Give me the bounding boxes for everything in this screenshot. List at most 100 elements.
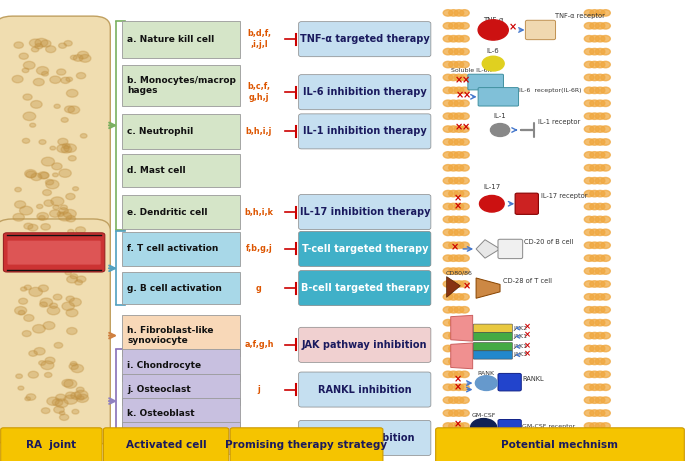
Text: ×: × bbox=[453, 193, 462, 203]
Circle shape bbox=[25, 397, 30, 401]
Circle shape bbox=[584, 152, 594, 158]
Text: TNF-α receptor: TNF-α receptor bbox=[555, 13, 605, 19]
Circle shape bbox=[443, 436, 453, 442]
Circle shape bbox=[601, 294, 610, 300]
Circle shape bbox=[460, 139, 469, 145]
Circle shape bbox=[595, 61, 605, 68]
Circle shape bbox=[449, 307, 458, 313]
Circle shape bbox=[64, 106, 75, 112]
Circle shape bbox=[590, 165, 599, 171]
Circle shape bbox=[595, 332, 605, 339]
Circle shape bbox=[454, 23, 464, 29]
Circle shape bbox=[443, 371, 453, 378]
Circle shape bbox=[62, 302, 75, 310]
Circle shape bbox=[22, 331, 31, 337]
Text: ×: × bbox=[524, 341, 531, 350]
Circle shape bbox=[449, 177, 458, 184]
Circle shape bbox=[454, 268, 464, 274]
Circle shape bbox=[595, 307, 605, 313]
Circle shape bbox=[62, 379, 73, 387]
Circle shape bbox=[460, 177, 469, 184]
Circle shape bbox=[595, 229, 605, 236]
Circle shape bbox=[595, 190, 605, 197]
Text: IL-1 inhibition therapy: IL-1 inhibition therapy bbox=[303, 126, 427, 136]
Circle shape bbox=[584, 100, 594, 106]
Circle shape bbox=[584, 332, 594, 339]
FancyBboxPatch shape bbox=[473, 351, 512, 359]
Text: i. Chondrocyte: i. Chondrocyte bbox=[127, 361, 201, 370]
Circle shape bbox=[460, 165, 469, 171]
Circle shape bbox=[449, 10, 458, 16]
Text: IL-17: IL-17 bbox=[483, 184, 501, 190]
Circle shape bbox=[460, 255, 469, 261]
Circle shape bbox=[31, 265, 36, 269]
Circle shape bbox=[25, 170, 36, 177]
Circle shape bbox=[590, 229, 599, 236]
Circle shape bbox=[443, 100, 453, 106]
Circle shape bbox=[584, 345, 594, 352]
Circle shape bbox=[454, 216, 464, 223]
Circle shape bbox=[24, 285, 32, 290]
Circle shape bbox=[454, 255, 464, 261]
FancyBboxPatch shape bbox=[299, 75, 431, 110]
Circle shape bbox=[443, 216, 453, 223]
FancyBboxPatch shape bbox=[473, 324, 512, 332]
FancyBboxPatch shape bbox=[122, 349, 240, 381]
Circle shape bbox=[460, 190, 469, 197]
Circle shape bbox=[590, 139, 599, 145]
Circle shape bbox=[443, 87, 453, 94]
Circle shape bbox=[53, 406, 64, 413]
Circle shape bbox=[584, 281, 594, 287]
Polygon shape bbox=[476, 278, 500, 298]
Circle shape bbox=[68, 253, 82, 262]
FancyBboxPatch shape bbox=[299, 372, 431, 407]
Circle shape bbox=[47, 306, 60, 315]
Circle shape bbox=[590, 190, 599, 197]
Circle shape bbox=[454, 10, 464, 16]
Circle shape bbox=[443, 48, 453, 55]
Circle shape bbox=[41, 224, 51, 230]
Circle shape bbox=[443, 35, 453, 42]
Circle shape bbox=[449, 255, 458, 261]
Circle shape bbox=[460, 436, 469, 442]
Circle shape bbox=[443, 203, 453, 210]
Circle shape bbox=[69, 363, 78, 370]
Text: ×: × bbox=[453, 427, 462, 437]
Circle shape bbox=[449, 384, 458, 390]
Text: ×: × bbox=[456, 90, 464, 100]
Circle shape bbox=[75, 280, 82, 285]
Circle shape bbox=[26, 394, 36, 400]
Circle shape bbox=[595, 294, 605, 300]
Circle shape bbox=[443, 23, 453, 29]
Circle shape bbox=[39, 140, 46, 144]
Circle shape bbox=[601, 242, 610, 248]
Circle shape bbox=[62, 267, 68, 271]
Circle shape bbox=[460, 87, 469, 94]
Text: ×: × bbox=[455, 76, 463, 86]
Circle shape bbox=[590, 410, 599, 416]
Circle shape bbox=[595, 436, 605, 442]
Circle shape bbox=[66, 216, 75, 222]
FancyBboxPatch shape bbox=[122, 272, 240, 304]
Circle shape bbox=[443, 410, 453, 416]
Circle shape bbox=[68, 247, 75, 252]
Circle shape bbox=[460, 152, 469, 158]
Circle shape bbox=[35, 44, 42, 49]
Circle shape bbox=[584, 397, 594, 403]
Circle shape bbox=[460, 74, 469, 81]
Circle shape bbox=[478, 20, 508, 40]
Text: k. Osteoblast: k. Osteoblast bbox=[127, 409, 195, 419]
Circle shape bbox=[454, 294, 464, 300]
Text: b,h,i,j: b,h,i,j bbox=[246, 127, 272, 136]
Text: ×: × bbox=[463, 281, 471, 291]
Circle shape bbox=[460, 423, 469, 429]
Circle shape bbox=[601, 87, 610, 94]
FancyBboxPatch shape bbox=[299, 22, 431, 57]
Circle shape bbox=[443, 242, 453, 248]
Circle shape bbox=[584, 268, 594, 274]
Text: a,f,g,h: a,f,g,h bbox=[244, 340, 274, 349]
Circle shape bbox=[66, 309, 78, 317]
Circle shape bbox=[590, 23, 599, 29]
Circle shape bbox=[66, 276, 77, 283]
Text: IL-6: IL-6 bbox=[487, 48, 499, 54]
